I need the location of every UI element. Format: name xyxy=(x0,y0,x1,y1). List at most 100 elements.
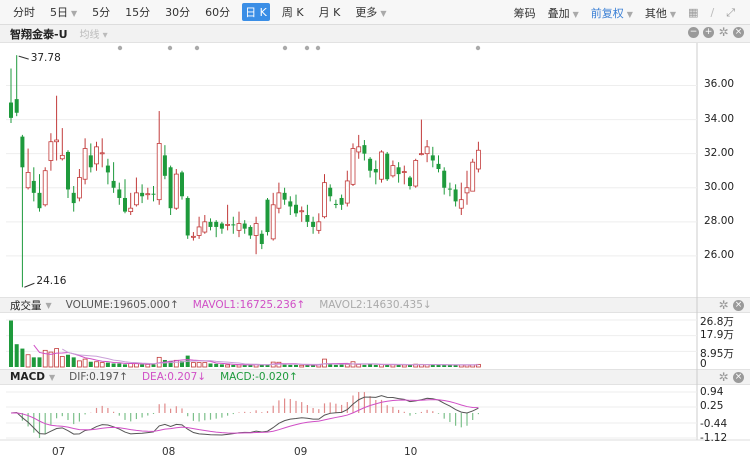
fullscreen-icon[interactable]: ⤢ xyxy=(726,5,735,19)
dif-line xyxy=(10,395,479,436)
volume-bar xyxy=(208,363,213,367)
candle-body xyxy=(123,197,127,212)
volume-bar xyxy=(333,364,338,367)
period-6[interactable]: 日 K xyxy=(242,3,270,21)
other-dropdown[interactable]: 其他 ▼ xyxy=(642,4,679,22)
period-0[interactable]: 分时 xyxy=(13,6,35,19)
mavol1-value: MAVOL1:16725.236↑ xyxy=(192,299,306,311)
volume-bar xyxy=(71,357,76,367)
overlay-dropdown[interactable]: 叠加 ▼ xyxy=(545,4,582,22)
zoom-in-icon[interactable]: + xyxy=(703,27,714,38)
draw-pen-icon[interactable]: ∕ xyxy=(710,6,715,19)
macd-value: MACD:-0.020↑ xyxy=(220,371,298,383)
period-9[interactable]: 更多 ▼ xyxy=(355,6,387,19)
min-arrow xyxy=(24,282,35,288)
close-icon[interactable]: × xyxy=(733,372,744,383)
period-8[interactable]: 月 K xyxy=(318,6,341,19)
candle-body xyxy=(276,192,282,209)
period-2[interactable]: 5分 xyxy=(92,6,111,19)
candle-body xyxy=(173,173,179,209)
zoom-out-icon[interactable]: − xyxy=(688,27,699,38)
candle-body xyxy=(294,204,298,214)
candle-body xyxy=(322,182,327,218)
volume-bar xyxy=(248,364,253,367)
candle-body xyxy=(316,221,322,231)
candle-body xyxy=(248,226,253,236)
candle-body xyxy=(424,146,430,155)
candle-body xyxy=(185,197,190,236)
volume-bar xyxy=(66,354,70,367)
mavol1-line xyxy=(33,344,479,366)
x-tick: 09 xyxy=(294,446,308,458)
volume-bar xyxy=(373,364,378,367)
price-tick: 30.00 xyxy=(704,180,735,193)
gear-icon[interactable]: ✲ xyxy=(718,25,729,39)
volume-bar xyxy=(111,363,116,367)
close-icon[interactable]: × xyxy=(733,300,744,311)
other-label: 其他 xyxy=(644,6,667,20)
volume-bar xyxy=(9,320,13,367)
candle-body xyxy=(458,199,464,209)
candle-body xyxy=(339,197,344,205)
event-marker xyxy=(475,45,481,51)
chips-button[interactable]: 筹码 xyxy=(513,6,536,20)
adjust-dropdown[interactable]: 前复权 ▼ xyxy=(588,4,636,22)
volume-bar xyxy=(196,362,202,368)
volume-bar xyxy=(94,361,99,368)
macd-tick: 0.25 xyxy=(700,400,724,412)
chevron-down-icon: ▼ xyxy=(669,9,677,19)
candle-body xyxy=(140,192,145,197)
volume-bar xyxy=(322,358,327,368)
candle-body xyxy=(37,192,42,209)
candle-body xyxy=(390,165,396,177)
period-3[interactable]: 15分 xyxy=(125,6,151,19)
candle-body xyxy=(151,193,156,195)
chevron-down-icon: ▼ xyxy=(626,9,633,19)
volume-bar xyxy=(344,363,350,368)
volume-bar xyxy=(190,362,196,368)
volume-bar xyxy=(77,360,82,368)
volume-bar xyxy=(436,364,441,367)
candle-body xyxy=(117,189,122,198)
volume-bar xyxy=(168,360,173,367)
period-5[interactable]: 60分 xyxy=(205,6,231,19)
candle-body xyxy=(413,160,419,187)
candle-body xyxy=(111,180,116,188)
volume-bar xyxy=(42,349,48,368)
candle-body xyxy=(105,165,110,173)
volume-bar xyxy=(231,364,236,367)
mavol2-line xyxy=(62,348,479,366)
volume-value: VOLUME:19605.000↑ xyxy=(65,299,179,311)
chart-title-bar: 智翔金泰-U 均线 ▾ − + ✲ × xyxy=(0,25,750,43)
close-icon[interactable]: × xyxy=(733,27,744,38)
gear-icon[interactable]: ✲ xyxy=(718,298,729,312)
candle-body xyxy=(356,146,362,153)
ma-dropdown[interactable]: 均线 ▾ xyxy=(79,30,108,41)
table-icon[interactable]: ▦ xyxy=(688,6,699,19)
volume-tick: 17.9万 xyxy=(700,329,734,341)
candle-body xyxy=(299,210,305,213)
candle-body xyxy=(133,192,139,206)
volume-bar xyxy=(259,364,264,367)
volume-bar xyxy=(162,359,167,367)
macd-panel-name[interactable]: MACD xyxy=(10,371,45,383)
candle-body xyxy=(202,221,208,233)
chevron-down-icon: ▼ xyxy=(71,9,78,18)
volume-bar xyxy=(305,364,310,367)
volume-bar xyxy=(294,364,298,367)
period-7[interactable]: 周 K xyxy=(281,6,304,19)
gear-icon[interactable]: ✲ xyxy=(718,370,729,384)
candle-body xyxy=(270,204,276,240)
volume-panel-name[interactable]: 成交量 xyxy=(10,299,42,312)
period-4[interactable]: 30分 xyxy=(165,6,191,19)
candle-body xyxy=(344,180,350,204)
volume-bar xyxy=(396,364,401,367)
dif-value: DIF:0.197↑ xyxy=(69,371,128,383)
period-1[interactable]: 5日 ▼ xyxy=(50,6,78,19)
x-tick: 08 xyxy=(162,446,176,458)
volume-bar xyxy=(180,361,184,367)
volume-bar xyxy=(362,364,367,367)
candle-body xyxy=(350,148,356,185)
x-tick: 07 xyxy=(52,446,66,458)
